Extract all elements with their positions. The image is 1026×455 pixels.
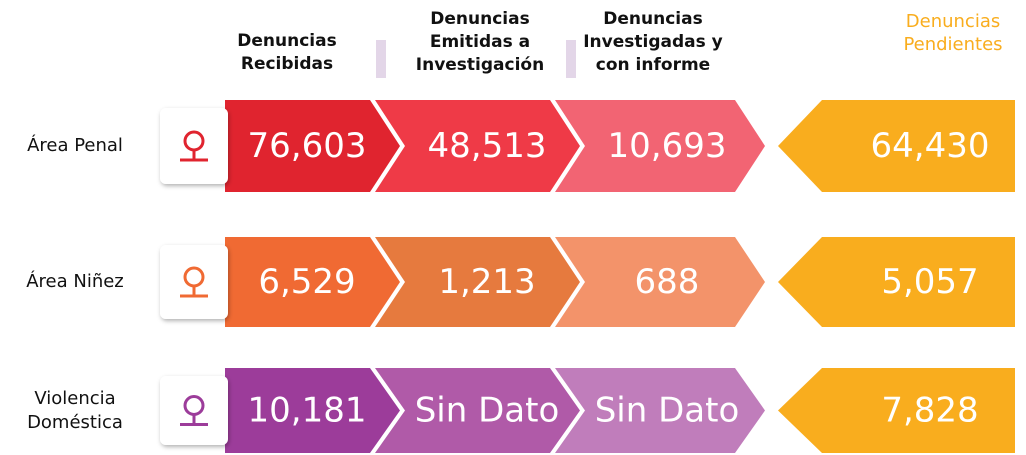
cell-value: 10,693: [608, 126, 727, 166]
chevron: [225, 100, 400, 192]
icon: [180, 414, 208, 426]
icon-box: [160, 108, 228, 184]
cell-value: Sin Dato: [595, 391, 740, 431]
cell-value: Sin Dato: [415, 391, 560, 431]
chevron: [555, 368, 765, 453]
cell-value: 1,213: [438, 262, 535, 302]
pending-shape: [778, 368, 1015, 453]
cell-value: 64,430: [871, 126, 990, 166]
header: Denuncias Recibidas: [237, 31, 337, 74]
chevron: [555, 237, 765, 327]
icon: [180, 286, 208, 298]
pending-shape: [778, 100, 1015, 192]
header: Denuncias Pendientes: [903, 11, 1003, 55]
row-label: Área Penal: [27, 135, 123, 156]
cell-value: 7,828: [881, 391, 978, 431]
header: Denuncias Emitidas a Investigación: [415, 9, 545, 75]
chevron: [375, 368, 580, 453]
cell-value: 10,181: [248, 391, 367, 431]
pending-shape: [778, 237, 1015, 327]
chevron: [375, 237, 580, 327]
row-label: Área Niñez: [26, 271, 124, 292]
cell-value: 688: [635, 262, 700, 302]
chevron: [225, 237, 400, 327]
icon: [180, 150, 208, 162]
chevron: [555, 100, 765, 192]
cell-value: 6,529: [258, 262, 355, 302]
cell-value: 76,603: [248, 126, 367, 166]
chevron: [375, 100, 580, 192]
icon-box: [160, 376, 228, 445]
row-label: Violencia Doméstica: [27, 387, 123, 433]
divider: [566, 40, 576, 78]
cell-value: 5,057: [881, 262, 978, 302]
divider: [376, 40, 386, 78]
header: Denuncias Investigadas y con informe: [583, 9, 723, 75]
cell-value: 48,513: [428, 126, 547, 166]
chevron: [225, 368, 400, 453]
icon-box: [160, 245, 228, 319]
